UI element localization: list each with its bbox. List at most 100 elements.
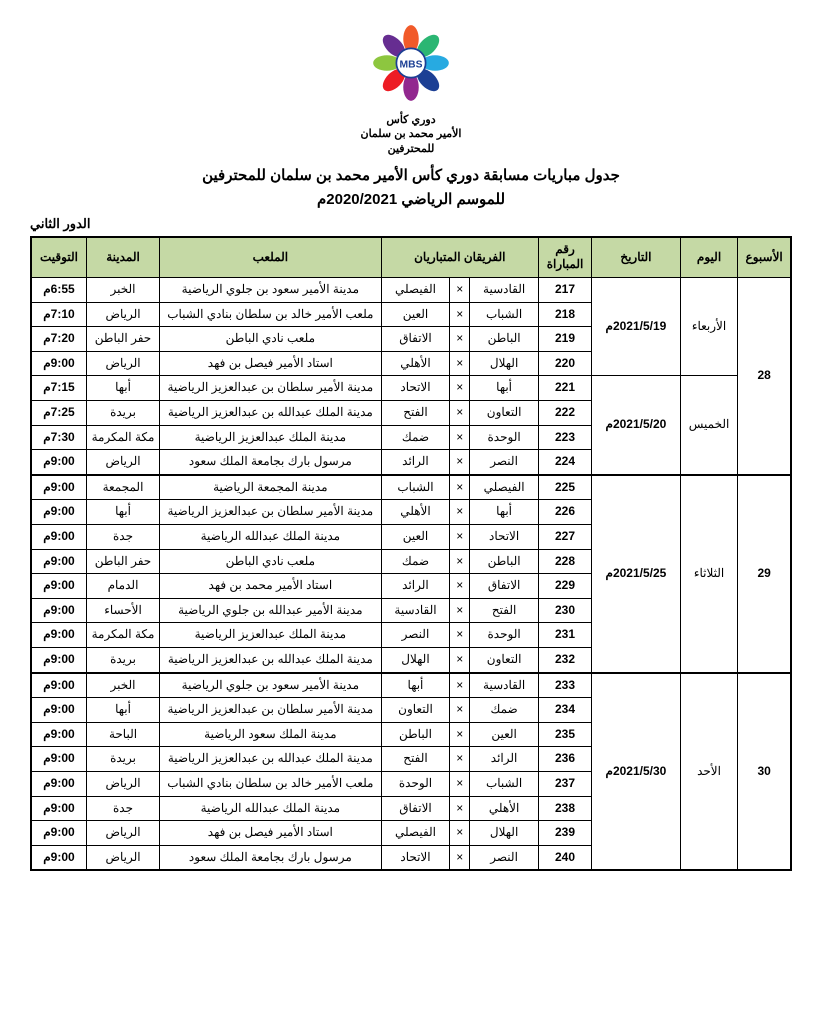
cell-away-team: الرائد [381,574,450,599]
cell-date: 2021/5/30م [592,673,681,871]
cell-vs: × [450,278,470,303]
cell-city: بريدة [86,747,159,772]
cell-city: بريدة [86,647,159,672]
cell-home-team: الأهلي [470,796,539,821]
cell-away-team: النصر [381,623,450,648]
cell-away-team: الباطن [381,722,450,747]
cell-time: 6:55م [31,278,86,303]
cell-vs: × [450,845,470,870]
cell-home-team: أبها [470,376,539,401]
cell-time: 9:00م [31,549,86,574]
cell-city: أبها [86,698,159,723]
cell-venue: ملعب الأمير خالد بن سلطان بنادي الشباب [160,302,382,327]
cell-city: الأحساء [86,598,159,623]
cell-away-team: أبها [381,673,450,698]
cell-vs: × [450,327,470,352]
cell-time: 9:00م [31,747,86,772]
logo-line3: للمحترفين [30,142,792,156]
cell-time: 7:25م [31,401,86,426]
cell-time: 9:00م [31,771,86,796]
cell-time: 9:00م [31,722,86,747]
cell-city: مكة المكرمة [86,623,159,648]
cell-match-no: 222 [538,401,591,426]
cell-match-no: 231 [538,623,591,648]
logo-graphic: MBS [368,20,454,106]
cell-away-team: الاتحاد [381,376,450,401]
logo-caption: دوري كأس الأمير محمد بن سلمان للمحترفين [30,113,792,156]
cell-time: 9:00م [31,845,86,870]
cell-home-team: الباطن [470,549,539,574]
table-row: 28الأربعاء2021/5/19م217القادسية×الفيصليم… [31,278,791,303]
hdr-date: التاريخ [592,237,681,278]
cell-venue: مرسول بارك بجامعة الملك سعود [160,845,382,870]
cell-home-team: الاتفاق [470,574,539,599]
cell-vs: × [450,500,470,525]
hdr-teams: الفريقان المتباريان [381,237,538,278]
cell-match-no: 240 [538,845,591,870]
cell-time: 9:00م [31,475,86,500]
hdr-week: الأسبوع [738,237,791,278]
cell-away-team: الأهلي [381,351,450,376]
cell-vs: × [450,450,470,475]
cell-time: 7:20م [31,327,86,352]
cell-vs: × [450,673,470,698]
cell-week: 28 [738,278,791,475]
cell-city: الرياض [86,450,159,475]
cell-time: 9:00م [31,525,86,550]
cell-venue: مدينة الملك عبدالله الرياضية [160,525,382,550]
cell-away-team: الاتفاق [381,327,450,352]
cell-vs: × [450,549,470,574]
cell-city: الخبر [86,278,159,303]
cell-date: 2021/5/20م [592,376,681,475]
cell-home-team: القادسية [470,673,539,698]
cell-date: 2021/5/25م [592,475,681,673]
cell-vs: × [450,623,470,648]
cell-match-no: 228 [538,549,591,574]
cell-time: 9:00م [31,351,86,376]
cell-home-team: العين [470,722,539,747]
hdr-time: التوقيت [31,237,86,278]
title-line2: للموسم الرياضي 2020/2021م [30,188,792,212]
cell-venue: مدينة الأمير سعود بن جلوي الرياضية [160,673,382,698]
cell-time: 9:00م [31,821,86,846]
cell-city: الباحة [86,722,159,747]
cell-match-no: 221 [538,376,591,401]
cell-away-team: العين [381,525,450,550]
cell-vs: × [450,351,470,376]
cell-venue: مدينة الملك سعود الرياضية [160,722,382,747]
cell-away-team: الفيصلي [381,821,450,846]
cell-time: 9:00م [31,673,86,698]
cell-home-team: الباطن [470,327,539,352]
cell-match-no: 220 [538,351,591,376]
cell-away-team: التعاون [381,698,450,723]
cell-match-no: 226 [538,500,591,525]
cell-time: 7:10م [31,302,86,327]
league-logo: MBS دوري كأس الأمير محمد بن سلمان للمحتر… [30,20,792,156]
cell-vs: × [450,722,470,747]
cell-away-team: الاتحاد [381,845,450,870]
cell-time: 9:00م [31,500,86,525]
cell-venue: استاد الأمير فيصل بن فهد [160,821,382,846]
cell-date: 2021/5/19م [592,278,681,376]
cell-day: الخميس [680,376,738,475]
cell-city: مكة المكرمة [86,425,159,450]
cell-away-team: الرائد [381,450,450,475]
cell-away-team: الشباب [381,475,450,500]
cell-home-team: أبها [470,500,539,525]
cell-match-no: 234 [538,698,591,723]
cell-time: 9:00م [31,698,86,723]
logo-center-text: MBS [400,59,423,70]
cell-home-team: الاتحاد [470,525,539,550]
cell-venue: استاد الأمير فيصل بن فهد [160,351,382,376]
cell-city: جدة [86,525,159,550]
cell-day: الأحد [680,673,738,871]
cell-home-team: التعاون [470,401,539,426]
cell-vs: × [450,302,470,327]
cell-away-team: ضمك [381,549,450,574]
cell-home-team: الهلال [470,351,539,376]
cell-venue: استاد الأمير محمد بن فهد [160,574,382,599]
cell-city: الرياض [86,771,159,796]
cell-city: الخبر [86,673,159,698]
cell-vs: × [450,574,470,599]
cell-match-no: 236 [538,747,591,772]
